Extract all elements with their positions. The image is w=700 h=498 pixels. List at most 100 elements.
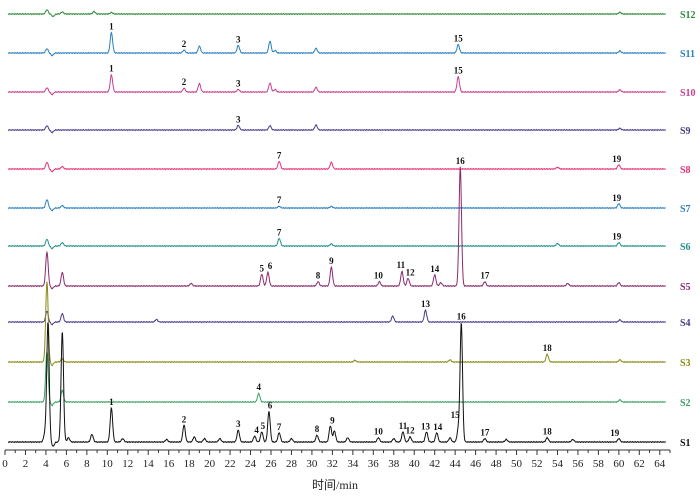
- sample-label-s10: S10: [680, 88, 696, 99]
- peak-label-s1-4: 4: [254, 425, 259, 435]
- peak-label-s11-15: 15: [454, 34, 464, 44]
- trace-s9: [7, 123, 666, 134]
- sample-label-s4: S4: [680, 318, 691, 329]
- x-tick-label-60: 60: [613, 458, 625, 470]
- peak-label-s5-17: 17: [480, 271, 490, 281]
- peak-label-s5-9: 9: [329, 256, 334, 266]
- x-tick-label-8: 8: [84, 458, 90, 470]
- x-tick-label-58: 58: [593, 458, 605, 470]
- trace-s3: [7, 281, 666, 367]
- peak-label-s5-12: 12: [406, 267, 416, 277]
- peak-label-s1-17: 17: [480, 428, 490, 438]
- x-tick-label-12: 12: [122, 458, 133, 470]
- trace-s1: [7, 322, 666, 447]
- sample-label-s11: S11: [680, 49, 695, 60]
- trace-s12: [7, 9, 666, 17]
- sample-label-s6: S6: [680, 242, 691, 253]
- sample-label-s8: S8: [680, 165, 691, 176]
- x-tick-label-42: 42: [429, 458, 440, 470]
- peak-label-s1-13: 13: [421, 421, 431, 431]
- peak-label-s1-15: 15: [451, 410, 461, 420]
- x-tick-label-56: 56: [572, 458, 584, 470]
- sample-label-s1: S1: [680, 438, 691, 449]
- peak-label-s2-4: 4: [256, 382, 261, 392]
- peak-label-s1-9: 9: [330, 415, 335, 425]
- peak-label-s8-7: 7: [277, 151, 282, 161]
- peak-label-s5-8: 8: [316, 271, 321, 281]
- x-tick-label-4: 4: [43, 458, 49, 470]
- trace-s8: [7, 160, 666, 173]
- trace-s5: [7, 166, 666, 290]
- trace-s2: [7, 351, 666, 407]
- x-tick-label-0: 0: [2, 458, 8, 470]
- peak-label-s8-19: 19: [612, 154, 622, 164]
- x-tick-label-44: 44: [450, 458, 462, 470]
- peak-label-s1-12: 12: [406, 425, 416, 435]
- peak-label-s10-15: 15: [454, 66, 464, 76]
- x-tick-label-16: 16: [163, 458, 175, 470]
- peak-label-s10-1: 1: [109, 64, 114, 74]
- peak-label-s1-19: 19: [610, 428, 620, 438]
- x-tick-label-30: 30: [306, 458, 318, 470]
- peak-label-s1-16: 16: [457, 312, 467, 322]
- peak-label-s1-11: 11: [399, 421, 408, 431]
- x-tick-label-14: 14: [143, 458, 155, 470]
- x-tick-label-46: 46: [470, 458, 482, 470]
- peak-label-s9-3: 3: [236, 114, 241, 124]
- x-tick-label-32: 32: [327, 458, 338, 470]
- peak-label-s5-14: 14: [430, 264, 440, 274]
- x-tick-label-28: 28: [286, 458, 298, 470]
- peak-label-s1-3: 3: [236, 419, 241, 429]
- trace-s4: [7, 309, 666, 326]
- x-tick-label-40: 40: [409, 458, 421, 470]
- trace-s11: [7, 31, 666, 57]
- peak-label-s5-5: 5: [260, 264, 265, 274]
- trace-s7: [7, 199, 666, 212]
- peak-label-s7-7: 7: [277, 195, 282, 205]
- peak-label-s5-6: 6: [268, 261, 273, 271]
- peak-label-s10-3: 3: [236, 78, 241, 88]
- peak-label-s1-14: 14: [433, 422, 443, 432]
- peak-label-s1-7: 7: [277, 422, 282, 432]
- x-tick-label-20: 20: [204, 458, 216, 470]
- sample-label-s7: S7: [680, 204, 691, 215]
- peak-label-s11-2: 2: [182, 39, 187, 49]
- peak-label-s3-18: 18: [543, 343, 553, 353]
- x-tick-label-48: 48: [491, 458, 503, 470]
- x-tick-label-52: 52: [532, 458, 543, 470]
- peak-label-s4-13: 13: [421, 299, 431, 309]
- peak-label-s1-8: 8: [315, 424, 320, 434]
- x-axis: 0 2 4 6 8 10 12 14 16 18 20 22 24 26 28 30 32 34 36 38 40 42 4…: [2, 449, 671, 470]
- x-tick-label-54: 54: [552, 458, 564, 470]
- sample-label-s3: S3: [680, 358, 691, 369]
- x-tick-label-38: 38: [388, 458, 400, 470]
- peak-label-s5-11: 11: [397, 260, 406, 270]
- x-tick-label-26: 26: [266, 458, 278, 470]
- sample-label-s5: S5: [680, 282, 691, 293]
- x-tick-label-34: 34: [347, 458, 359, 470]
- peak-label-s1-18: 18: [543, 426, 553, 436]
- peak-label-s1-2: 2: [182, 414, 187, 424]
- x-tick-label-36: 36: [368, 458, 380, 470]
- x-tick-label-64: 64: [654, 458, 666, 470]
- peak-label-s11-1: 1: [109, 21, 114, 31]
- sample-label-s9: S9: [680, 126, 691, 137]
- peak-label-s5-16: 16: [456, 156, 466, 166]
- trace-s10: [7, 73, 666, 96]
- x-tick-label-24: 24: [245, 458, 257, 470]
- peak-label-s6-7: 7: [277, 228, 282, 238]
- x-tick-label-2: 2: [23, 458, 29, 470]
- peak-label-s11-3: 3: [236, 34, 241, 44]
- peak-label-s1-10: 10: [374, 427, 384, 437]
- peak-label-s7-19: 19: [612, 193, 622, 203]
- peak-label-s1-6: 6: [268, 400, 273, 410]
- peak-label-s10-2: 2: [182, 77, 187, 87]
- peak-label-s5-10: 10: [374, 270, 384, 280]
- trace-s6: [7, 237, 666, 250]
- x-axis-title: 时间/min: [312, 478, 358, 492]
- sample-label-s2: S2: [680, 398, 691, 409]
- x-tick-label-22: 22: [225, 458, 236, 470]
- x-tick-label-50: 50: [511, 458, 523, 470]
